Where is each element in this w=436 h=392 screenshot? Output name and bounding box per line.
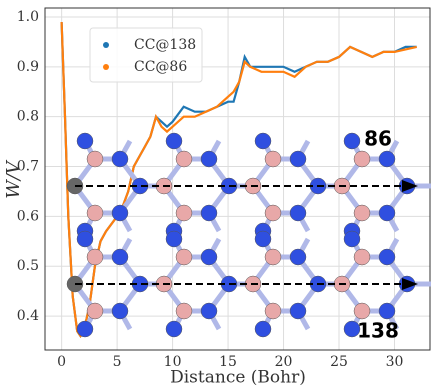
- plot-frame: [44, 7, 431, 351]
- legend-label: CC@138: [134, 37, 196, 53]
- atom: [86, 248, 104, 266]
- x-tick-label: 10: [164, 354, 182, 370]
- y-tick-label: 0.9: [17, 59, 39, 75]
- atom: [165, 230, 183, 248]
- atom: [289, 248, 307, 266]
- y-tick-label: 0.4: [17, 308, 39, 324]
- x-tick-label: 25: [330, 354, 348, 370]
- atom: [254, 230, 272, 248]
- atom: [378, 248, 396, 266]
- atom: [175, 204, 193, 222]
- atom: [76, 132, 94, 150]
- y-tick-label: 0.6: [17, 208, 39, 224]
- atom: [343, 132, 361, 150]
- y-tick-label: 0.7: [17, 159, 39, 175]
- x-tick-label: 0: [57, 354, 66, 370]
- atom: [254, 320, 272, 338]
- atom: [111, 204, 129, 222]
- legend-marker: [103, 42, 109, 48]
- atom: [165, 320, 183, 338]
- atom: [165, 132, 183, 150]
- series-line: [60, 21, 417, 338]
- y-tick-label: 0.5: [17, 258, 39, 274]
- atom: [86, 204, 104, 222]
- atom: [86, 150, 104, 168]
- atom: [378, 302, 396, 320]
- atom: [111, 302, 129, 320]
- atom: [200, 302, 218, 320]
- arrow-head: [402, 180, 418, 192]
- atom: [264, 150, 282, 168]
- atom: [76, 230, 94, 248]
- atom: [264, 204, 282, 222]
- atom: [289, 302, 307, 320]
- atom: [76, 320, 94, 338]
- annotation: 86: [364, 127, 392, 151]
- x-tick-label: 20: [275, 354, 293, 370]
- legend-marker: [103, 64, 109, 70]
- atom: [111, 248, 129, 266]
- atom: [175, 150, 193, 168]
- atom: [378, 204, 396, 222]
- atom: [289, 204, 307, 222]
- atom: [343, 320, 361, 338]
- x-tick-label: 30: [386, 354, 404, 370]
- atom: [353, 150, 371, 168]
- y-tick-label: 1.0: [17, 9, 39, 25]
- atom: [264, 248, 282, 266]
- atom: [353, 204, 371, 222]
- atom: [343, 230, 361, 248]
- atom: [353, 248, 371, 266]
- atom: [378, 150, 396, 168]
- atom: [289, 150, 307, 168]
- atom: [200, 204, 218, 222]
- atom: [175, 248, 193, 266]
- atom: [254, 132, 272, 150]
- atom: [353, 302, 371, 320]
- atom: [86, 302, 104, 320]
- atom: [175, 302, 193, 320]
- x-tick-label: 15: [219, 354, 237, 370]
- x-axis-label: Distance (Bohr): [170, 368, 306, 388]
- arrow-head: [402, 278, 418, 290]
- y-axis-label: W/V: [3, 159, 24, 199]
- x-tick-label: 5: [113, 354, 122, 370]
- atom: [264, 302, 282, 320]
- annotation: 138: [357, 319, 399, 343]
- legend-label: CC@86: [134, 59, 187, 75]
- legend-box: [89, 27, 203, 83]
- atom: [200, 248, 218, 266]
- molecule-image: [66, 132, 431, 338]
- atom: [200, 150, 218, 168]
- y-tick-label: 0.8: [17, 109, 39, 125]
- atom: [111, 150, 129, 168]
